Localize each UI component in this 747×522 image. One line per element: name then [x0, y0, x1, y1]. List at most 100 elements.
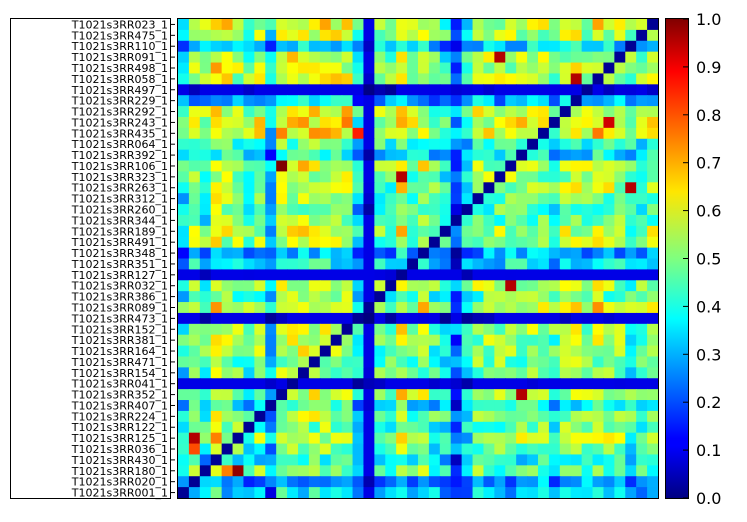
heatmap-cell [570, 160, 583, 173]
heatmap-cell [614, 454, 626, 466]
heatmap-cell [450, 204, 463, 216]
heatmap-cell [221, 51, 234, 64]
heatmap-cell [494, 204, 506, 216]
heatmap-cell [254, 345, 266, 358]
heatmap-cell [254, 62, 266, 75]
heatmap-cell [265, 73, 277, 85]
heatmap-cell [516, 334, 528, 347]
heatmap-cell [505, 84, 517, 96]
heatmap-cell [570, 323, 583, 336]
heatmap-cell [396, 95, 408, 107]
heatmap-cell [636, 356, 648, 368]
heatmap-cell [178, 40, 190, 53]
heatmap-cell [614, 487, 626, 499]
heatmap-cell [428, 302, 441, 314]
heatmap-cell [548, 345, 561, 358]
heatmap-cell [396, 214, 408, 227]
heatmap-cell [232, 62, 245, 75]
heatmap-cell [450, 410, 463, 423]
heatmap-cell [439, 84, 452, 96]
heatmap-cell [396, 323, 408, 336]
heatmap-cell [418, 345, 430, 358]
heatmap-cell [625, 182, 637, 194]
row-label: T1021s3RR189_1 [71, 225, 168, 238]
heatmap-cell [374, 367, 386, 379]
heatmap-cell [265, 410, 277, 423]
heatmap-cell [636, 389, 648, 401]
heatmap-cell [494, 29, 506, 42]
heatmap-cell [494, 106, 506, 118]
heatmap-cell [265, 269, 277, 281]
heatmap-cell [581, 258, 594, 270]
heatmap-cell [374, 476, 386, 488]
heatmap-cell [483, 323, 495, 336]
heatmap-cell [527, 225, 539, 238]
heatmap-cell [178, 312, 190, 325]
heatmap-cell [450, 465, 463, 477]
heatmap-cell [254, 149, 266, 162]
heatmap-cell [287, 182, 299, 194]
colorbar-tick-label: 0.1 [696, 441, 721, 460]
heatmap-cell [396, 204, 408, 216]
heatmap-cell [603, 432, 615, 445]
heatmap-cell [396, 443, 408, 456]
heatmap-cell [559, 138, 572, 151]
heatmap-cell [472, 487, 485, 499]
heatmap-cell [363, 182, 375, 194]
heatmap-cell [603, 454, 615, 466]
heatmap-cell [538, 51, 550, 64]
heatmap-cell [461, 225, 474, 238]
heatmap-cell [265, 116, 277, 129]
heatmap-cell [614, 389, 626, 401]
heatmap-cell [221, 182, 234, 194]
heatmap-cell [330, 454, 343, 466]
heatmap-cell [450, 487, 463, 499]
heatmap-cell [483, 443, 495, 456]
heatmap-cell [636, 84, 648, 96]
heatmap-cell [363, 51, 375, 64]
heatmap-cell [232, 334, 245, 347]
heatmap-cell [276, 367, 288, 379]
heatmap-cell [428, 291, 441, 303]
heatmap-cell [483, 19, 495, 31]
heatmap-cell [178, 106, 190, 118]
row-label: T1021s3RR352_1 [71, 389, 168, 402]
row-label: T1021s3RR392_1 [71, 149, 168, 162]
heatmap-cell [494, 280, 506, 292]
row-label: T1021s3RR263_1 [71, 182, 168, 195]
heatmap-cell [308, 432, 321, 445]
heatmap-cell [407, 40, 419, 53]
heatmap-cell [559, 291, 572, 303]
heatmap-cell [265, 214, 277, 227]
heatmap-cell [625, 291, 637, 303]
heatmap-cell [603, 95, 615, 107]
heatmap-cell [199, 432, 212, 445]
heatmap-cell [516, 389, 528, 401]
heatmap-cell [287, 149, 299, 162]
heatmap-cell [363, 214, 375, 227]
heatmap-cell [494, 432, 506, 445]
heatmap-cell [548, 378, 561, 390]
heatmap-cell [559, 40, 572, 53]
heatmap-cell [319, 29, 332, 42]
heatmap-cell [570, 400, 583, 412]
heatmap-cell [559, 400, 572, 412]
heatmap-cell [636, 378, 648, 390]
heatmap-cell [483, 465, 495, 477]
heatmap-cell [494, 356, 506, 368]
heatmap-cell [385, 421, 397, 434]
heatmap-cell [385, 29, 397, 42]
heatmap-cell [428, 236, 441, 249]
heatmap-cell [494, 258, 506, 270]
heatmap-cell [319, 291, 332, 303]
heatmap-cell [483, 149, 495, 162]
heatmap-cell [407, 51, 419, 64]
heatmap-cell [374, 84, 386, 96]
heatmap-cell [428, 160, 441, 173]
heatmap-cell [385, 204, 397, 216]
heatmap-cell [287, 476, 299, 488]
heatmap-cell [592, 106, 605, 118]
heatmap-cell [581, 389, 594, 401]
heatmap-cell [374, 400, 386, 412]
heatmap-cell [407, 367, 419, 379]
